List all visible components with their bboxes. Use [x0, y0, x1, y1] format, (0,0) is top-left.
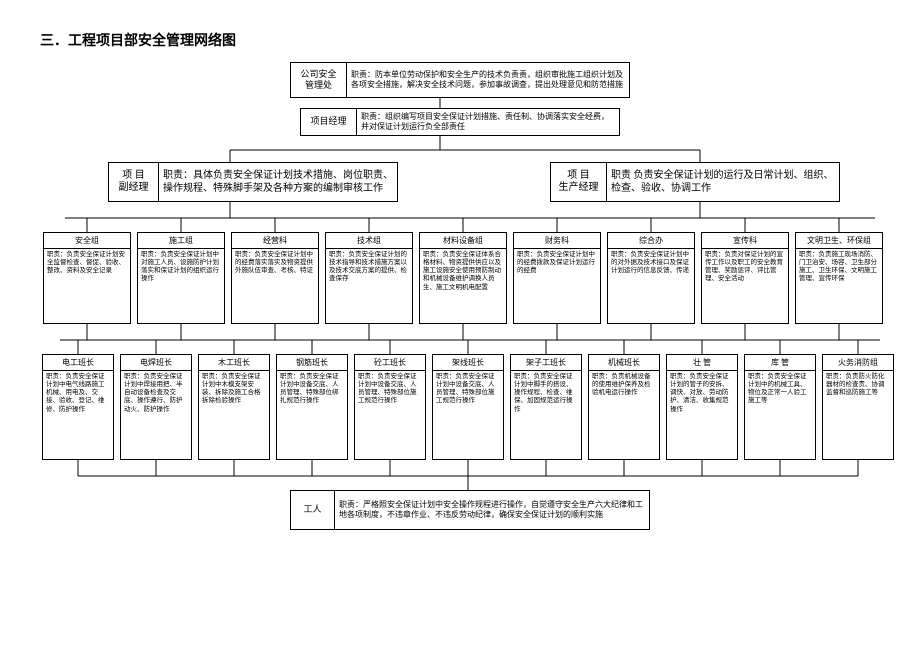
sdesc: 职责：负责安全保证计划中脚手的搭设、操作规程、检查、维保、加固规范运行操作: [511, 371, 581, 459]
row4-node: 木工班长 职责：负责安全保证计划中木模支架安装、拆除及施工合格拆除检验操作: [198, 354, 270, 460]
slabel: 架线班长: [433, 355, 503, 371]
sdesc: 职责：负责安全保证计划中设备交底、人员管理、特殊部位施工规范行操作: [433, 371, 503, 459]
row3-node: 安全组 职责：负责安全保证计划安全监督检查、督促、验收、整改、资料及安全记录: [43, 232, 131, 324]
slabel: 库 管: [745, 355, 815, 371]
slabel: 木工班长: [199, 355, 269, 371]
sdesc: 职责：负责安全保证计划的技术指导和技术措施方案以及技术交底方案的提供、检查保存: [326, 249, 412, 323]
desc: 职责：防本单位劳动保护和安全生产的技术负责责，组织审批施工组织计划及各项安全措施…: [347, 63, 629, 97]
row3-node: 材料设备组 职责：负责安全保证体系合格材料、物资提供供应以及施工设施安全使用预防…: [419, 232, 507, 324]
node-workers: 工人 职责：严格照安全保证计划中安全操作规程进行操作，自觉遵守安全生产六大纪律和…: [290, 490, 650, 530]
slabel: 施工组: [138, 233, 224, 249]
row3-node: 经营科 职责：负责安全保证计划中的经费落实落实及物资提供外施队伍审查、考核、特证: [231, 232, 319, 324]
label: 项目经理: [301, 109, 357, 135]
row3-node: 宣传科 职责：负责对保证计划的宣传工作以及职工的安全教育管理、奖励惩评、评比管理…: [701, 232, 789, 324]
slabel: 安全组: [44, 233, 130, 249]
desc: 职责 负责安全保证计划的运行及日常计划、组织、检查、验收、协调工作: [607, 163, 839, 201]
slabel: 砼工班长: [355, 355, 425, 371]
row3-node: 施工组 职责：负责安全保证计划中对施工人员、设施防护计划落实和保证计划的组织运行…: [137, 232, 225, 324]
desc: 职责：具体负责安全保证计划技术措施、岗位职责、操作规程、特殊脚手架及各种方案的编…: [159, 163, 397, 201]
slabel: 经营科: [232, 233, 318, 249]
row4-node: 架线班长 职责：负责安全保证计划中设备交底、人员管理、特殊部位施工规范行操作: [432, 354, 504, 460]
node-production-manager: 项 目 生产经理 职责 负责安全保证计划的运行及日常计划、组织、检查、验收、协调…: [550, 162, 840, 202]
slabel: 架子工班长: [511, 355, 581, 371]
node-company-safety: 公司安全 管理处 职责：防本单位劳动保护和安全生产的技术负责责，组织审批施工组织…: [290, 62, 630, 98]
sdesc: 职责：负责对保证计划的宣传工作以及职工的安全教育管理、奖励惩评、评比管理、安全活…: [702, 249, 788, 323]
slabel: 钢筋班长: [277, 355, 347, 371]
org-chart: 公司安全 管理处 职责：防本单位劳动保护和安全生产的技术负责责，组织审批施工组织…: [40, 62, 900, 622]
desc: 职责：严格照安全保证计划中安全操作规程进行操作，自觉遵守安全生产六大纪律和工地各…: [335, 491, 649, 529]
row3-node: 技术组 职责：负责安全保证计划的技术指导和技术措施方案以及技术交底方案的提供、检…: [325, 232, 413, 324]
slabel: 机械班长: [589, 355, 659, 371]
label: 项 目 生产经理: [551, 163, 607, 201]
sdesc: 职责：负责安全保证计划中对施工人员、设施防护计划落实和保证计划的组织运行操作: [138, 249, 224, 323]
page-title: 三．工程项目部安全管理网络图: [40, 30, 880, 50]
sdesc: 职责：负责安全保证计划中设备交底、人员管理、特殊部位施工规范行操作: [355, 371, 425, 459]
node-deputy-manager: 项 目 副经理 职责：具体负责安全保证计划技术措施、岗位职责、操作规程、特殊脚手…: [108, 162, 398, 202]
row4-node: 架子工班长 职责：负责安全保证计划中脚手的搭设、操作规程、检查、维保、加固规范运…: [510, 354, 582, 460]
row4-node: 火务消防组 职责：负责防火防化器材的检查责、协调监督和巡防施工等: [822, 354, 894, 460]
connectors: [40, 62, 900, 622]
sdesc: 职责：负责机械设备的使用维护保养及检验机电运行操作: [589, 371, 659, 459]
sdesc: 职责：负责安全保证计划中的经费落实落实及物资提供外施队伍审查、考核、特证: [232, 249, 318, 323]
row3-node: 综合办 职责：负责安全保证计划中的对外据及技术接口及保证计划运行的信息反馈、传递: [607, 232, 695, 324]
row3-node: 文明卫生、环保组 职责：负责施工现场消防、门卫治安、场容、卫生部分施工、卫生环保…: [795, 232, 883, 324]
sdesc: 职责：负责施工现场消防、门卫治安、场容、卫生部分施工、卫生环保、文明施工管理、宣…: [796, 249, 882, 323]
sdesc: 职责：负责安全保证计划中木模支架安装、拆除及施工合格拆除检验操作: [199, 371, 269, 459]
sdesc: 职责：负责安全保证计划中电气线路施工机械、用电及、交接、验收、登记、维修、防护操…: [43, 371, 113, 459]
row4-node: 钢筋班长 职责：负责安全保证计划中设备交底、人员管理、特殊部位绑扎规范行操作: [276, 354, 348, 460]
slabel: 火务消防组: [823, 355, 893, 371]
sdesc: 职责：负责防火防化器材的检查责、协调监督和巡防施工等: [823, 371, 893, 459]
slabel: 技术组: [326, 233, 412, 249]
label: 公司安全 管理处: [291, 63, 347, 97]
row4-node: 电工班长 职责：负责安全保证计划中电气线路施工机械、用电及、交接、验收、登记、维…: [42, 354, 114, 460]
slabel: 宣传科: [702, 233, 788, 249]
sdesc: 职责：负责安全保证计划中的机械工具、物位及正常一人验工施工等: [745, 371, 815, 459]
sdesc: 职责：负责安全保证计划中焊接用把、半自动设备检查及交底、操作遵行、防护动火、防护…: [121, 371, 191, 459]
slabel: 电焊班长: [121, 355, 191, 371]
sdesc: 职责：负责安全保证计划中设备交底、人员管理、特殊部位绑扎规范行操作: [277, 371, 347, 459]
slabel: 电工班长: [43, 355, 113, 371]
slabel: 材料设备组: [420, 233, 506, 249]
slabel: 财务科: [514, 233, 600, 249]
label: 项 目 副经理: [109, 163, 159, 201]
row4-node: 电焊班长 职责：负责安全保证计划中焊接用把、半自动设备检查及交底、操作遵行、防护…: [120, 354, 192, 460]
sdesc: 职责：负责安全保证计划的管子的安拆、调快、对放、劳动防护、清洁、收集规范操作: [667, 371, 737, 459]
sdesc: 职责：负责安全保证计划中的经费拨款及保证计划运行的经费: [514, 249, 600, 323]
row4-node: 机械班长 职责：负责机械设备的使用维护保养及检验机电运行操作: [588, 354, 660, 460]
node-project-manager: 项目经理 职责：组织编写项目安全保证计划措施、责任制、协调落实安全经费，并对保证…: [300, 108, 620, 136]
sdesc: 职责：负责安全保证计划中的对外据及技术接口及保证计划运行的信息反馈、传递: [608, 249, 694, 323]
slabel: 综合办: [608, 233, 694, 249]
desc: 职责：组织编写项目安全保证计划措施、责任制、协调落实安全经费，并对保证计划运行负…: [357, 109, 619, 135]
row3-node: 财务科 职责：负责安全保证计划中的经费拨款及保证计划运行的经费: [513, 232, 601, 324]
slabel: 壮 管: [667, 355, 737, 371]
sdesc: 职责：负责安全保证体系合格材料、物资提供供应以及施工设施安全使用预防制动和机械设…: [420, 249, 506, 323]
label: 工人: [291, 491, 335, 529]
sdesc: 职责：负责安全保证计划安全监督检查、督促、验收、整改、资料及安全记录: [44, 249, 130, 323]
row4-node: 壮 管 职责：负责安全保证计划的管子的安拆、调快、对放、劳动防护、清洁、收集规范…: [666, 354, 738, 460]
row4-node: 砼工班长 职责：负责安全保证计划中设备交底、人员管理、特殊部位施工规范行操作: [354, 354, 426, 460]
row4-node: 库 管 职责：负责安全保证计划中的机械工具、物位及正常一人验工施工等: [744, 354, 816, 460]
slabel: 文明卫生、环保组: [796, 233, 882, 249]
